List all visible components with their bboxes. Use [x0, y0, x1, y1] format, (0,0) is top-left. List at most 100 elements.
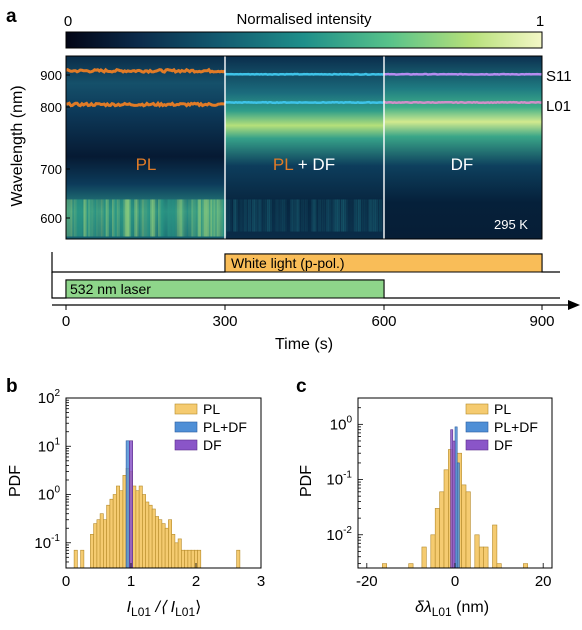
bar-pl — [116, 485, 121, 569]
x-tick-label: 0 — [451, 573, 459, 590]
heatmap-streak — [328, 199, 332, 232]
heatmap-streak — [89, 199, 93, 237]
bar-pl — [109, 498, 114, 569]
y-tick-base: 10 — [330, 416, 347, 433]
y-tick-label: 102 — [38, 388, 61, 407]
heatmap-streak — [336, 199, 340, 232]
heatmap-streak — [345, 199, 349, 232]
heatmap-streak — [129, 199, 133, 237]
heatmap-streak — [245, 199, 249, 232]
y-tick-exponent: 0 — [54, 485, 60, 496]
heatmap-streak — [180, 199, 184, 237]
heatmap-streak — [216, 199, 220, 237]
heatmap-streak — [264, 199, 268, 232]
heatmap-peak-lines — [66, 67, 542, 108]
heatmap-streak — [271, 199, 275, 232]
heatmap-streak — [177, 199, 181, 237]
heatmap-streak — [146, 199, 151, 237]
heatmap-streak — [347, 199, 351, 232]
region-label-pldf: PL + DF — [273, 155, 335, 174]
ytick-700: 700 — [40, 162, 62, 177]
bar-pl — [408, 563, 414, 569]
panel-c-letter: c — [296, 376, 307, 397]
heatmap-streak — [300, 199, 304, 232]
ytick-600: 600 — [40, 211, 62, 226]
heatmap-streak — [218, 199, 222, 237]
heatmap-streak — [189, 199, 193, 237]
heatmap-streak — [360, 199, 364, 232]
heatmap-streak — [313, 199, 317, 232]
peak-line-l01 — [383, 100, 542, 105]
heatmap-region-pldf — [225, 56, 384, 239]
x-tick-label: 1 — [127, 573, 135, 590]
ytick-900: 900 — [40, 68, 62, 83]
legend-label: PL+DF — [203, 419, 247, 435]
bar-pl — [96, 519, 101, 569]
heatmap-streak — [332, 199, 336, 232]
bar-pl — [73, 549, 78, 569]
heatmap-streak — [256, 199, 260, 232]
bar-pl-df — [125, 440, 130, 569]
bar-pl — [478, 546, 484, 569]
heatmap-streak — [364, 199, 368, 232]
heatmap-streak — [137, 199, 141, 237]
y-tick-base: 10 — [38, 487, 55, 504]
bar-pl — [187, 549, 192, 569]
heatmap-streak — [143, 199, 147, 237]
heatmap-streak — [72, 199, 76, 237]
heatmap-streak — [281, 199, 285, 232]
heatmap-streak — [164, 199, 168, 237]
heatmap-streak — [362, 199, 366, 232]
legend-swatch — [174, 403, 198, 415]
x-tick-label: 3 — [257, 573, 265, 590]
region-label-pldf-prefix: PL — [273, 155, 293, 174]
heatmap-streak — [296, 199, 300, 232]
y-tick-label: 101 — [38, 436, 61, 455]
bar-pl — [443, 469, 449, 569]
bar-pl — [112, 494, 117, 569]
hist-b-x-label-mid: /⟨ I — [151, 599, 176, 616]
bar-pl — [177, 538, 182, 569]
hist-b-y-label: PDF — [7, 465, 24, 497]
heatmap-streak — [319, 199, 323, 232]
heatmap-streak — [277, 199, 281, 232]
heatmap-streak — [107, 199, 111, 237]
heatmap-streak — [224, 199, 228, 232]
heatmap-streak — [258, 199, 262, 232]
peak-line-s11 — [66, 67, 226, 75]
hist-b-x-label-sub2: L01 — [175, 605, 195, 619]
heatmap-streak — [118, 199, 122, 237]
heatmap-streak — [241, 199, 245, 232]
legend-label: PL — [494, 401, 511, 417]
legend-swatch — [174, 439, 198, 451]
x-tick-label: 2 — [192, 573, 200, 590]
y-tick-label: 10-1 — [34, 533, 60, 552]
bar-pl — [439, 491, 445, 569]
colorbar-max-label: 1 — [536, 13, 544, 30]
bar-df — [452, 440, 456, 569]
heatmap-y-label: Wavelength (nm) — [9, 85, 26, 206]
bar-pl — [135, 490, 140, 569]
line-label-s11: S11 — [546, 68, 572, 85]
bar-pl — [421, 546, 427, 569]
y-tick-exponent: -2 — [343, 525, 352, 536]
hist-b-x-label-sub: L01 — [131, 605, 151, 619]
heatmap-streak — [197, 199, 201, 237]
bar-pl — [474, 534, 480, 569]
heatmap-streak — [108, 199, 113, 237]
region-label-pldf-suffix: + DF — [293, 155, 335, 174]
x-tick-label: 20 — [535, 573, 552, 590]
bar-pl — [80, 549, 85, 569]
plot-frame — [65, 397, 262, 569]
region-label-df: DF — [451, 155, 474, 174]
bar-pl — [93, 523, 98, 569]
heatmap-streak — [200, 199, 205, 237]
heatmap-streak — [355, 199, 359, 232]
panel-a-letter: a — [6, 6, 17, 27]
heatmap-streak — [172, 199, 176, 237]
heatmap-streak — [102, 199, 106, 237]
heatmap-streak — [381, 199, 385, 232]
heatmap-streak — [292, 199, 296, 232]
hist-c-x-label-end: (nm) — [452, 599, 489, 616]
